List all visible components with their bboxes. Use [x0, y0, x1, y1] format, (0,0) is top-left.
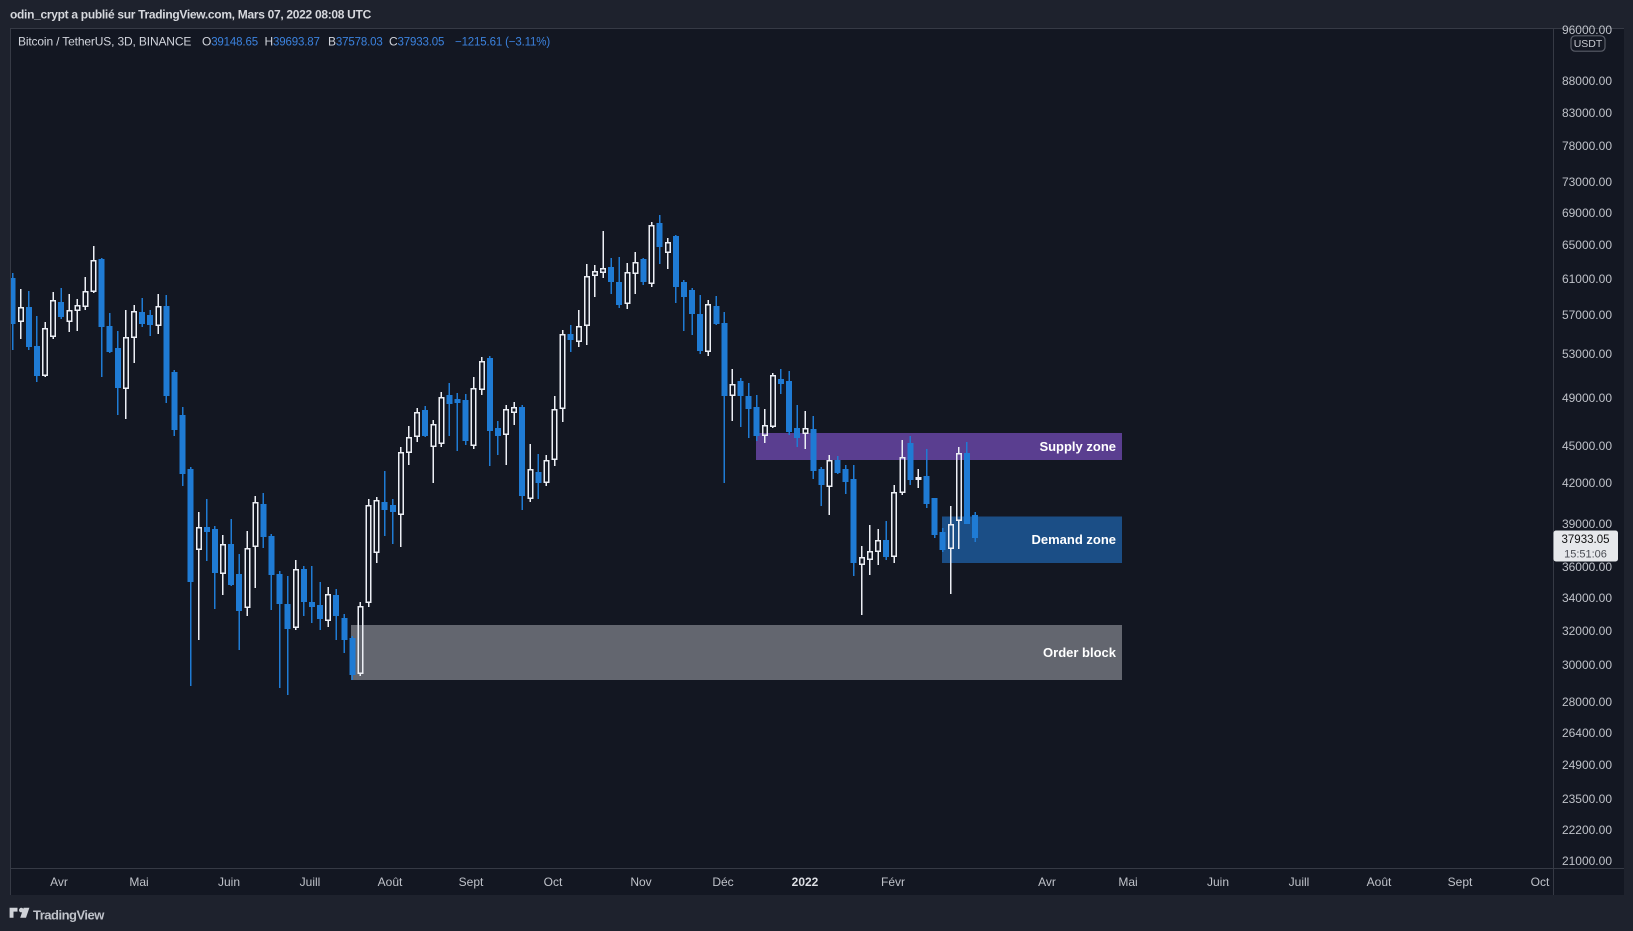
- svg-text:Demand zone: Demand zone: [1031, 532, 1116, 547]
- svg-text:73000.00: 73000.00: [1562, 175, 1612, 189]
- svg-text:65000.00: 65000.00: [1562, 238, 1612, 252]
- svg-text:Sept: Sept: [1448, 875, 1473, 889]
- svg-text:26400.00: 26400.00: [1562, 726, 1612, 740]
- svg-text:Sept: Sept: [459, 875, 484, 889]
- svg-text:Mai: Mai: [1118, 875, 1137, 889]
- svg-text:28000.00: 28000.00: [1562, 695, 1612, 709]
- svg-text:57000.00: 57000.00: [1562, 308, 1612, 322]
- svg-text:24900.00: 24900.00: [1562, 758, 1612, 772]
- svg-text:30000.00: 30000.00: [1562, 658, 1612, 672]
- svg-text:83000.00: 83000.00: [1562, 106, 1612, 120]
- svg-text:22200.00: 22200.00: [1562, 823, 1612, 837]
- svg-text:53000.00: 53000.00: [1562, 347, 1612, 361]
- svg-text:Juin: Juin: [1207, 875, 1229, 889]
- svg-text:C37933.05: C37933.05: [389, 35, 444, 49]
- svg-text:88000.00: 88000.00: [1562, 74, 1612, 88]
- svg-text:Oct: Oct: [1531, 875, 1550, 889]
- svg-text:42000.00: 42000.00: [1562, 476, 1612, 490]
- svg-text:2022: 2022: [792, 875, 819, 889]
- svg-text:Avr: Avr: [50, 875, 68, 889]
- svg-text:Déc: Déc: [712, 875, 733, 889]
- svg-text:Bitcoin / TetherUS, 3D, BINANC: Bitcoin / TetherUS, 3D, BINANCE: [18, 35, 191, 49]
- svg-text:Févr: Févr: [881, 875, 905, 889]
- svg-text:Nov: Nov: [630, 875, 651, 889]
- svg-text:Août: Août: [378, 875, 403, 889]
- svg-text:Supply zone: Supply zone: [1039, 439, 1116, 454]
- svg-text:−1215.61 (−3.11%): −1215.61 (−3.11%): [455, 37, 550, 49]
- svg-text:23500.00: 23500.00: [1562, 792, 1612, 806]
- svg-text:Oct: Oct: [544, 875, 563, 889]
- svg-text:Juin: Juin: [218, 875, 240, 889]
- svg-text:32000.00: 32000.00: [1562, 624, 1612, 638]
- svg-text:96000.00: 96000.00: [1562, 23, 1612, 37]
- svg-text:O39148.65: O39148.65: [202, 35, 258, 49]
- svg-text:49000.00: 49000.00: [1562, 391, 1612, 405]
- svg-text:TradingView: TradingView: [33, 908, 105, 923]
- svg-text:B37578.03: B37578.03: [328, 35, 383, 49]
- svg-text:Juill: Juill: [1289, 875, 1310, 889]
- svg-text:37933.05: 37933.05: [1562, 534, 1610, 546]
- svg-text:USDT: USDT: [1574, 38, 1603, 50]
- svg-text:Order block: Order block: [1043, 645, 1117, 660]
- svg-text:15:51:06: 15:51:06: [1564, 549, 1607, 561]
- svg-text:61000.00: 61000.00: [1562, 272, 1612, 286]
- svg-text:45000.00: 45000.00: [1562, 439, 1612, 453]
- svg-text:Août: Août: [1367, 875, 1392, 889]
- svg-text:21000.00: 21000.00: [1562, 854, 1612, 868]
- svg-text:odin_crypt a publié sur Tradin: odin_crypt a publié sur TradingView.com,…: [10, 8, 372, 22]
- svg-text:39000.00: 39000.00: [1562, 517, 1612, 531]
- svg-text:36000.00: 36000.00: [1562, 560, 1612, 574]
- svg-text:Mai: Mai: [129, 875, 148, 889]
- svg-text:78000.00: 78000.00: [1562, 139, 1612, 153]
- svg-text:Juill: Juill: [300, 875, 321, 889]
- svg-text:Avr: Avr: [1038, 875, 1056, 889]
- svg-text:H39693.87: H39693.87: [265, 35, 320, 49]
- svg-text:69000.00: 69000.00: [1562, 206, 1612, 220]
- svg-text:34000.00: 34000.00: [1562, 591, 1612, 605]
